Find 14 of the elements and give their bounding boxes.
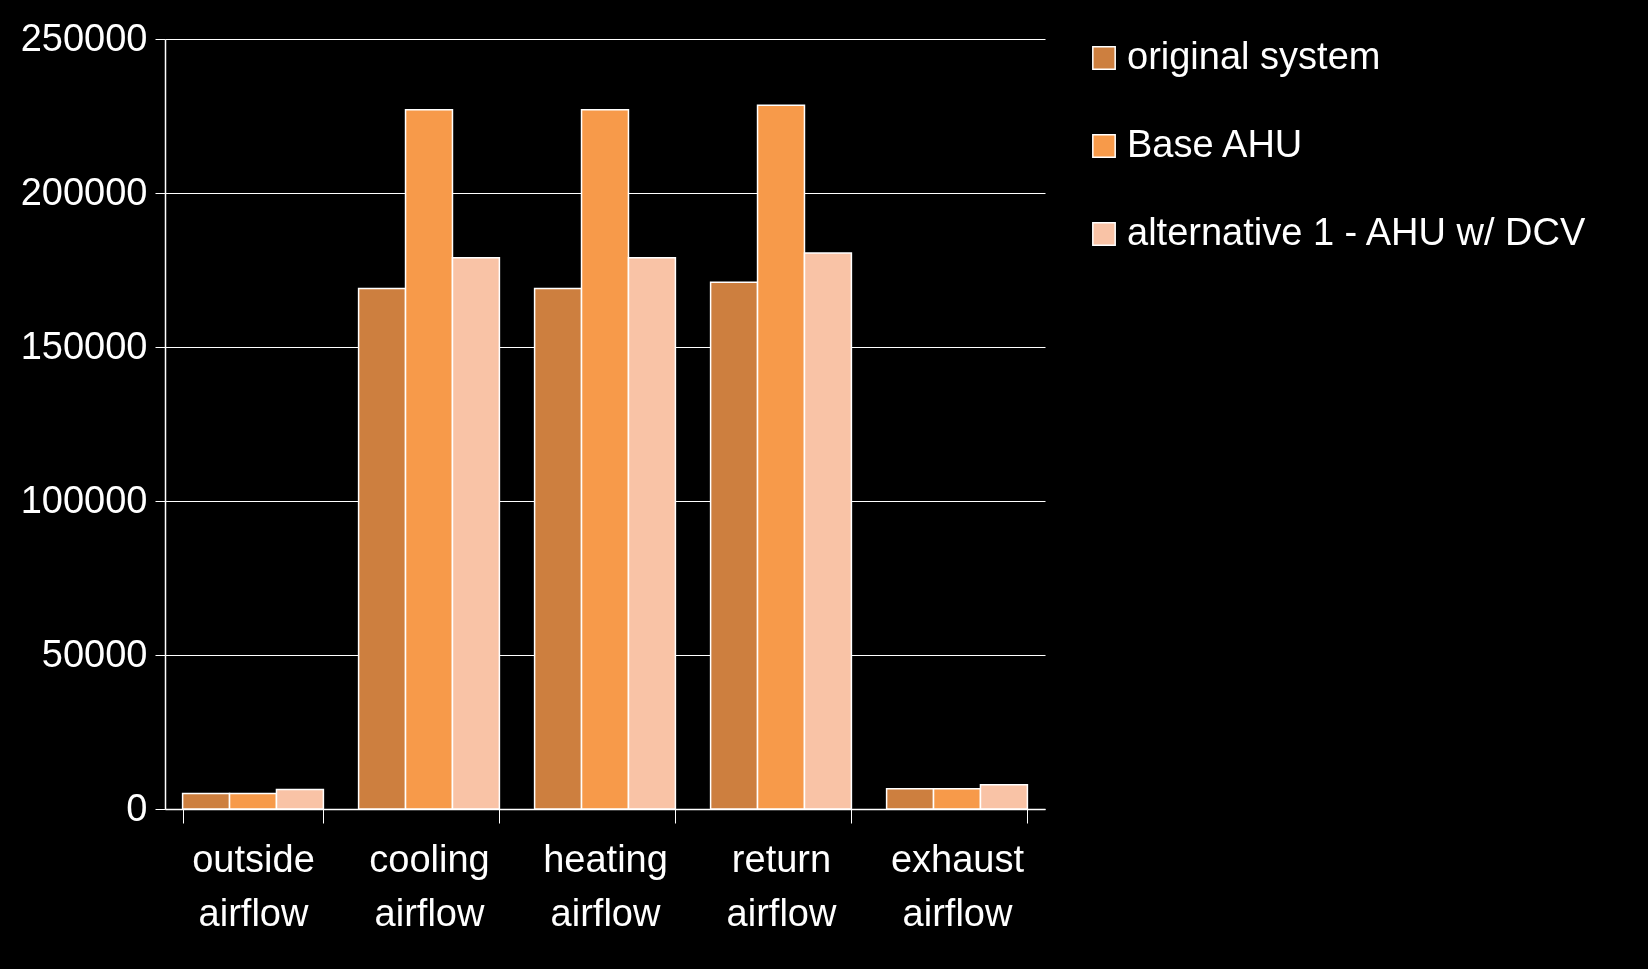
legend-label: Base AHU — [1127, 123, 1303, 165]
legend-label: original system — [1127, 35, 1381, 77]
y-tick-label: 150000 — [20, 324, 148, 367]
x-tick-label: cooling airflow — [369, 837, 490, 934]
y-tick-label: 0 — [126, 786, 148, 829]
x-tick-label: heating airflow — [543, 837, 668, 934]
legend-label: alternative 1 - AHU w/ DCV — [1127, 211, 1586, 253]
x-tick-label: return airflow — [726, 837, 837, 934]
y-tick-label: 50000 — [41, 632, 148, 675]
y-tick-label: 250000 — [20, 16, 148, 59]
y-tick-label: 100000 — [20, 478, 148, 521]
x-tick-label: exhaust airflow — [890, 837, 1025, 934]
x-tick-label: outside airflow — [192, 837, 315, 934]
y-tick-label: 200000 — [20, 170, 148, 213]
